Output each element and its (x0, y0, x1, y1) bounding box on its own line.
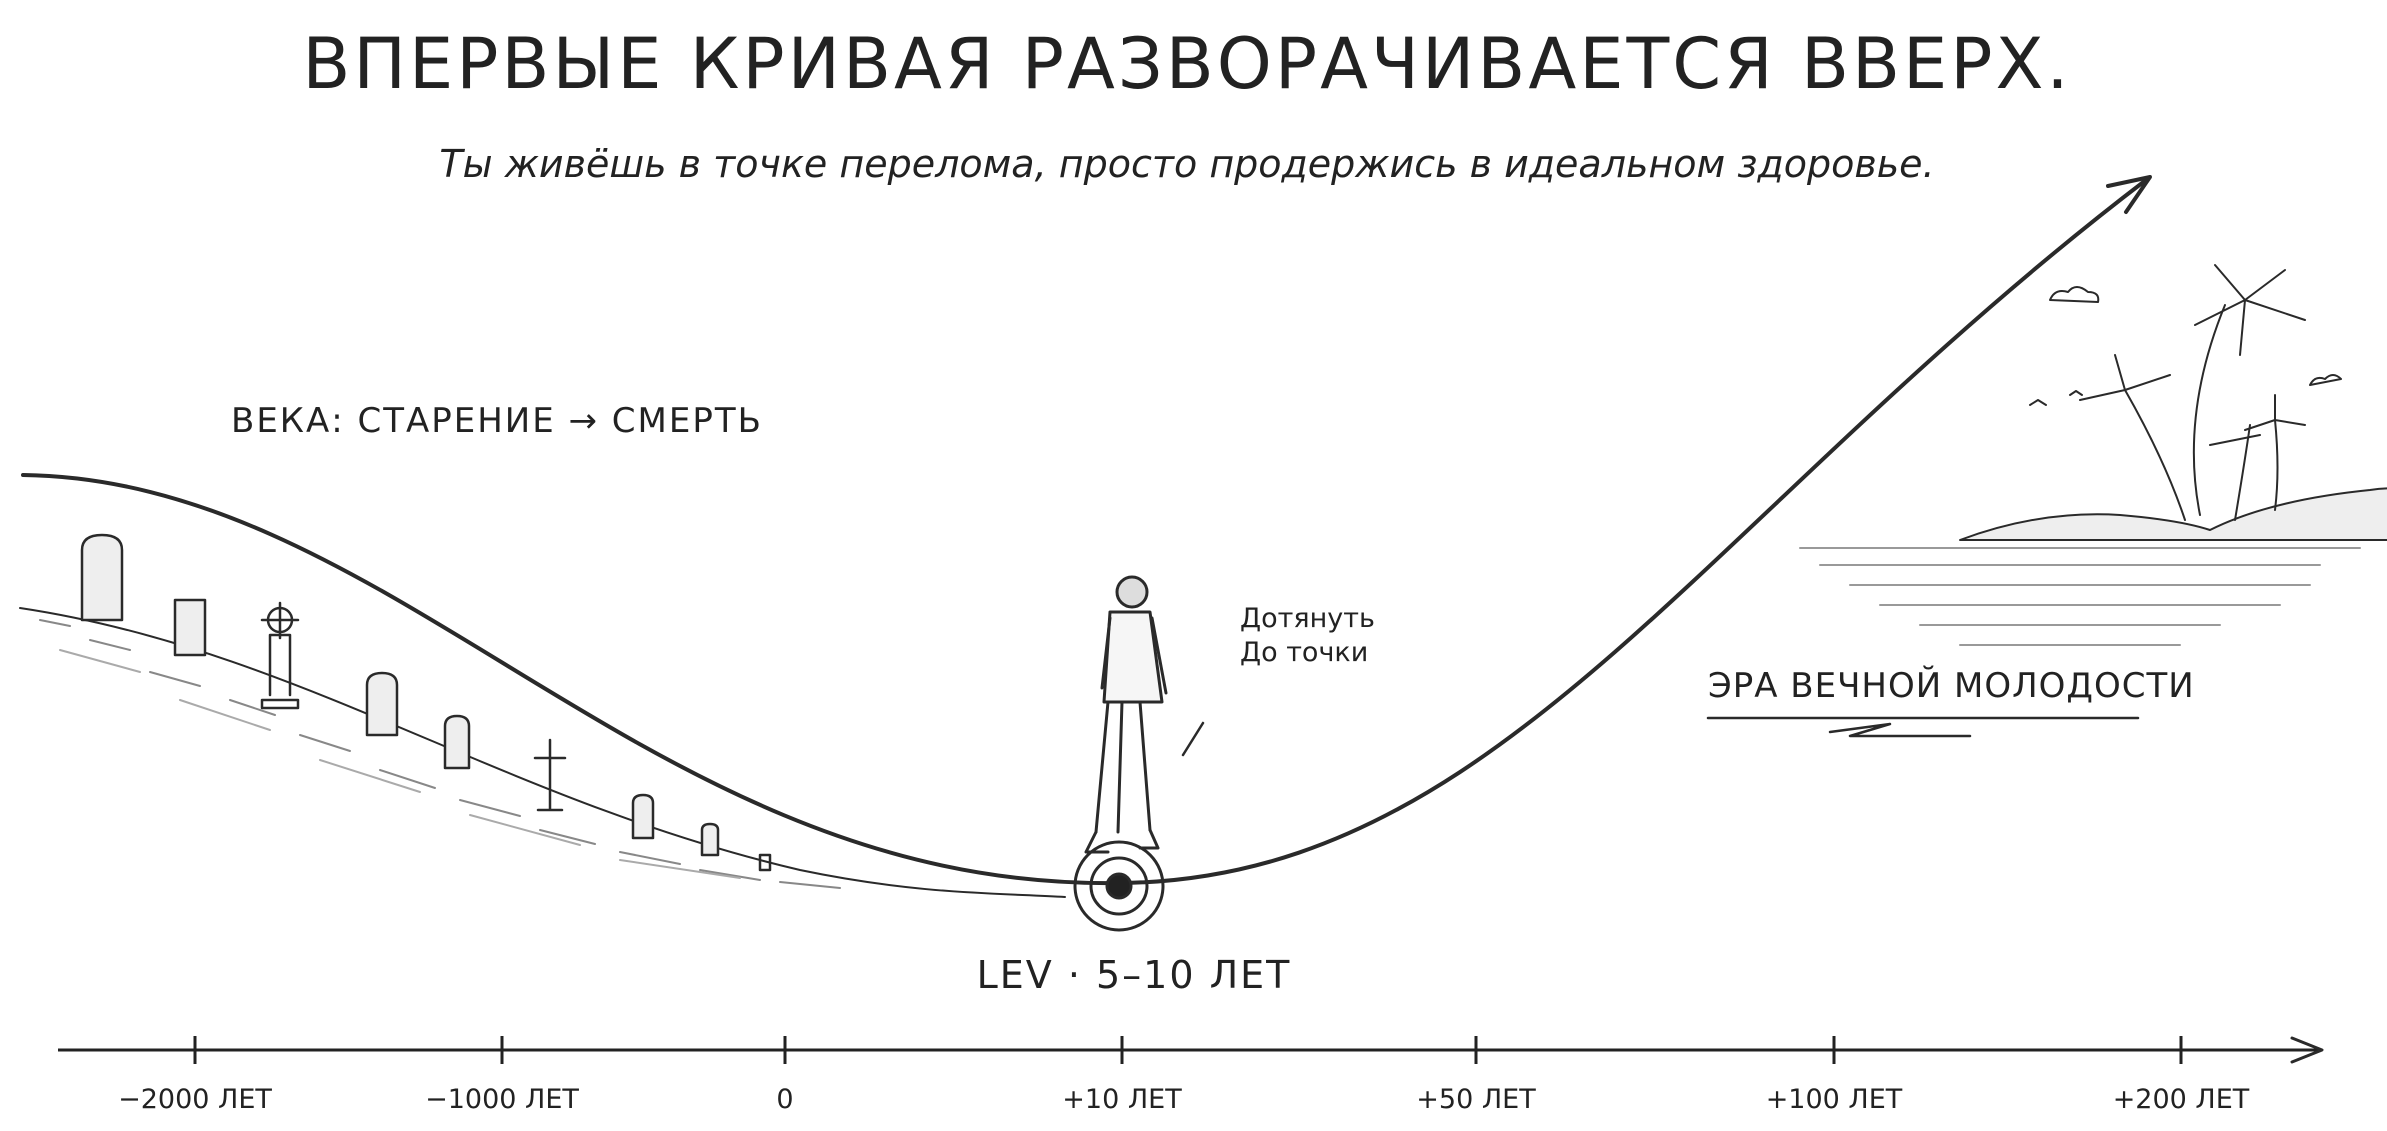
title: ВПЕРВЫЕ КРИВАЯ РАЗВОРАЧИВАЕТСЯ ВВЕРХ. (302, 23, 2071, 105)
lev-label: LEV · 5–10 ЛЕТ (977, 953, 1292, 997)
axis-tick-label: +200 ЛЕТ (2113, 1084, 2250, 1115)
target (1073, 840, 1165, 932)
pointer-line (1181, 721, 1205, 757)
axis-tick-label: +50 ЛЕТ (1416, 1084, 1536, 1115)
curve-arrowhead (2106, 175, 2152, 214)
past-label: ВЕКА: СТАРЕНИЕ → СМЕРТЬ (231, 401, 763, 441)
walking-man (1084, 575, 1168, 854)
gravestones (80, 533, 772, 872)
axis-tick-label: −1000 ЛЕТ (425, 1084, 579, 1115)
axis-arrowhead (2290, 1036, 2324, 1064)
axis-ticks: −2000 ЛЕТ −1000 ЛЕТ 0 +10 ЛЕТ +50 ЛЕТ +100 ЛЕ… (118, 1036, 2250, 1115)
reach-label: Дотянуть (1240, 603, 1375, 634)
axis-tick-label: +100 ЛЕТ (1766, 1084, 1903, 1115)
future-label: ЭРА ВЕЧНОЙ МОЛОДОСТИ (1708, 665, 2195, 706)
curve (21, 178, 2148, 886)
reach-label: До точки (1240, 637, 1368, 668)
subtitle: Ты живёшь в точке перелома, просто проде… (439, 142, 1934, 186)
axis-tick-label: −2000 ЛЕТ (118, 1084, 272, 1115)
axis-tick-label: +10 ЛЕТ (1062, 1084, 1182, 1115)
axis-tick-label: 0 (776, 1084, 793, 1115)
island (1799, 264, 2387, 646)
future-underline (1706, 716, 2140, 738)
